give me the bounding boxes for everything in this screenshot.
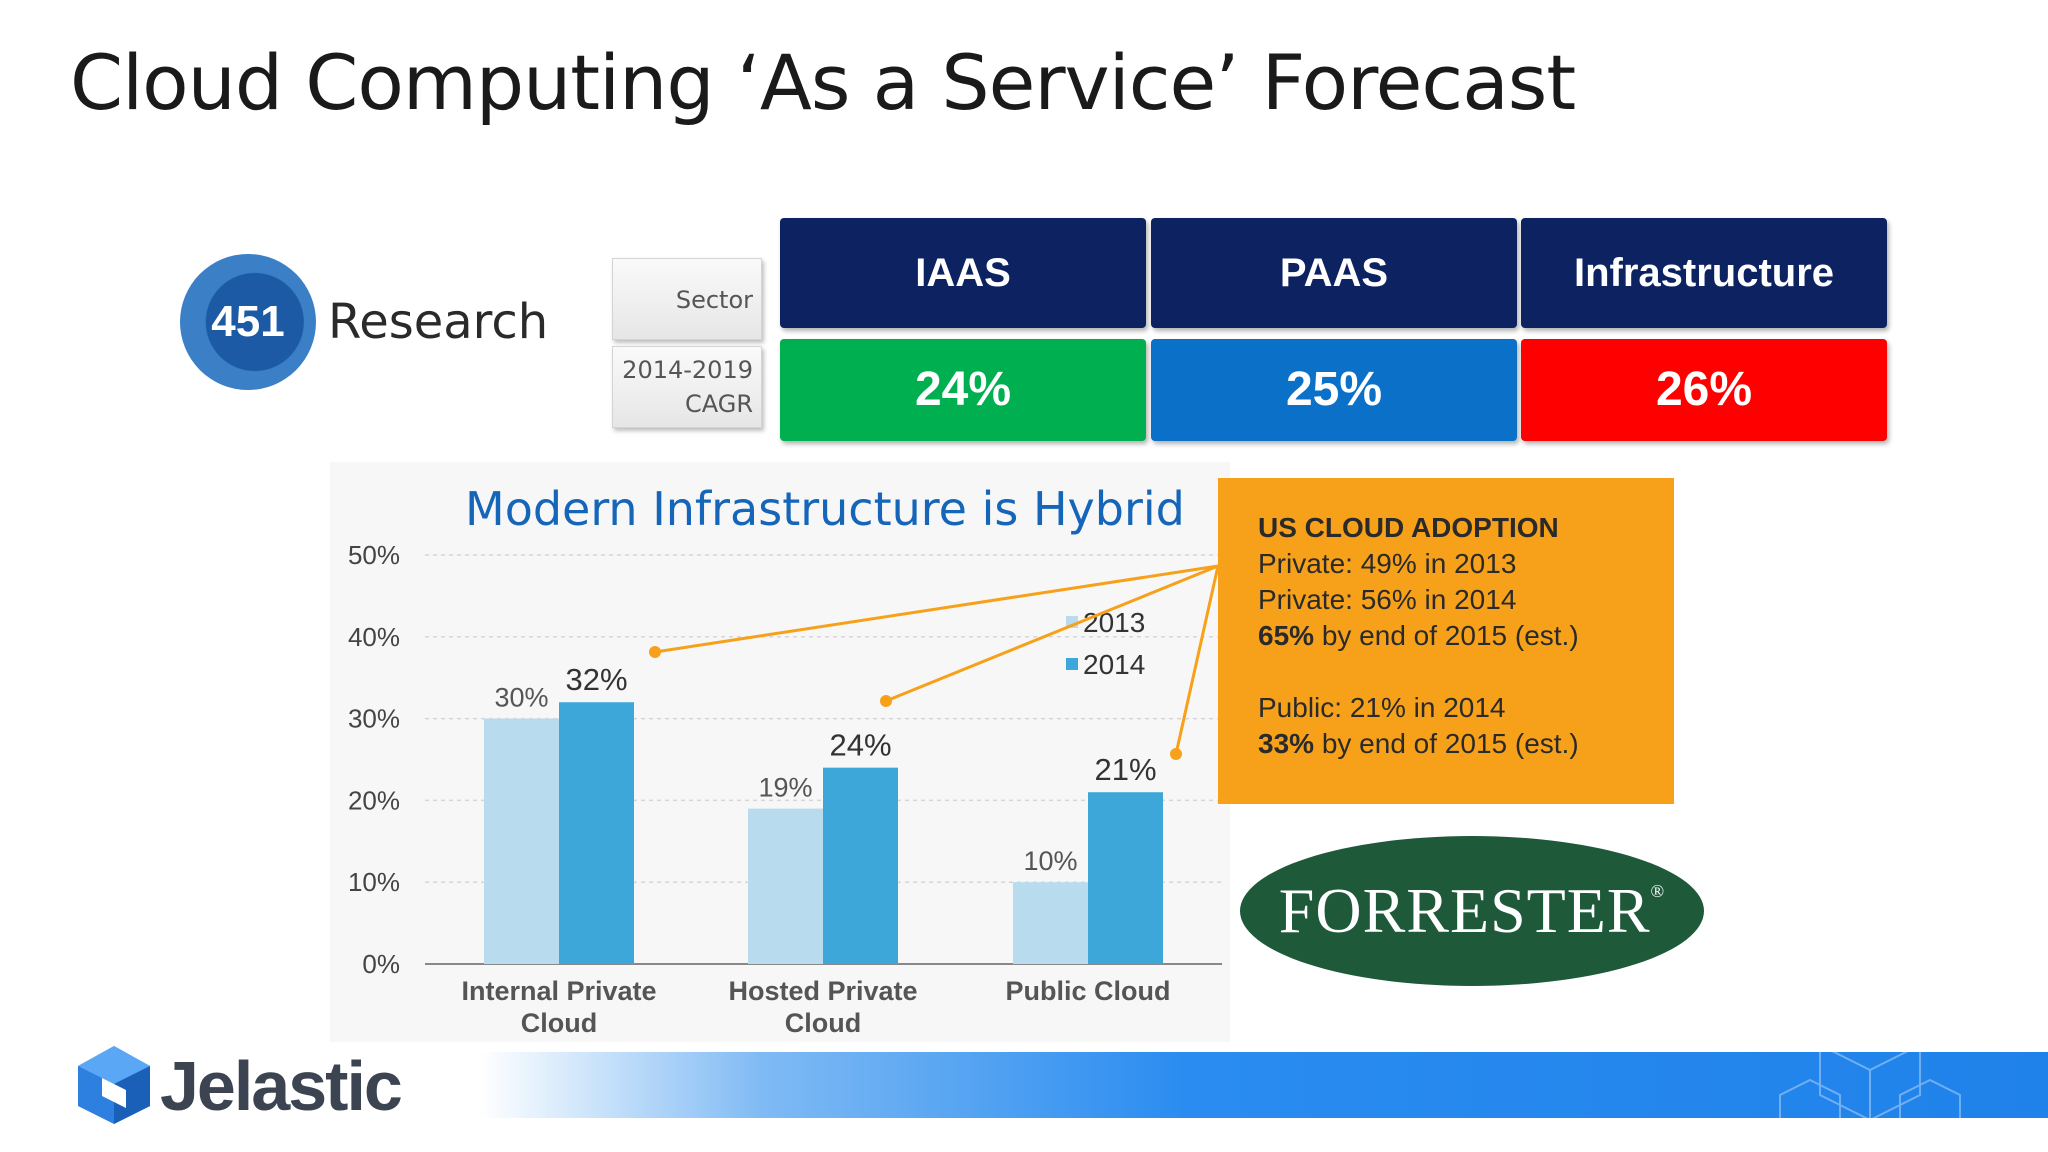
decorative-cubes-icon xyxy=(1779,1018,1961,1147)
sector-header-paas: PAAS xyxy=(1151,218,1517,328)
cagr-value-saas: 26% xyxy=(1521,339,1887,441)
forrester-registered-mark: ® xyxy=(1650,881,1666,901)
x-category-label: Hosted Private xyxy=(728,976,917,1006)
adoption-line-3: 65% by end of 2015 (est.) xyxy=(1258,618,1674,654)
bar-value-label: 19% xyxy=(758,773,812,803)
adoption-heading: US CLOUD ADOPTION xyxy=(1258,512,1559,543)
jelastic-cube-icon xyxy=(78,1046,150,1124)
callout-dot xyxy=(880,695,892,707)
adoption-line-5-bold: 33% xyxy=(1258,728,1315,759)
adoption-line-2: Private: 56% in 2014 xyxy=(1258,584,1517,615)
451-logo-text: Research xyxy=(328,294,549,350)
x-category-label: Internal Private xyxy=(461,976,656,1006)
callout-dot xyxy=(1170,748,1182,760)
cagr-row-label-cagr: CAGR xyxy=(684,390,753,418)
legend-label: 2014 xyxy=(1083,649,1145,680)
bar-2014 xyxy=(823,767,898,964)
callout-line xyxy=(885,564,1219,703)
chart-title: Modern Infrastructure is Hybrid xyxy=(465,482,1185,536)
x-category-label: Cloud xyxy=(521,1008,597,1038)
adoption-line-3-bold: 65% xyxy=(1258,620,1315,651)
callout-line xyxy=(1174,565,1220,755)
bar-value-label: 21% xyxy=(1094,752,1156,787)
bar-2013 xyxy=(748,808,823,964)
adoption-line-4: Public: 21% in 2014 xyxy=(1258,692,1506,723)
451-research-logo: 451 Research xyxy=(180,252,600,392)
adoption-line-5: 33% by end of 2015 (est.) xyxy=(1258,726,1674,762)
adoption-line-5-rest: by end of 2015 (est.) xyxy=(1314,728,1579,759)
y-tick-label: 30% xyxy=(348,704,400,734)
footer-blue-band xyxy=(480,1052,2048,1118)
jelastic-logo: Jelastic xyxy=(76,1040,416,1130)
bar-value-label: 32% xyxy=(565,662,627,697)
y-tick-label: 20% xyxy=(348,785,400,815)
y-tick-label: 10% xyxy=(348,867,400,897)
forrester-logo-text: FORRESTER xyxy=(1278,875,1651,946)
adoption-line-1: Private: 49% in 2013 xyxy=(1258,548,1517,579)
slide-title: Cloud Computing ‘As a Service’ Forecast xyxy=(70,38,1576,127)
bar-2013 xyxy=(1013,882,1088,964)
bar-2014 xyxy=(1088,792,1163,964)
legend-label: 2013 xyxy=(1083,607,1145,638)
bar-2014 xyxy=(559,702,634,964)
cagr-row-label: 2014-2019 CAGR xyxy=(612,346,762,428)
y-tick-label: 50% xyxy=(348,540,400,570)
bar-value-label: 10% xyxy=(1023,846,1077,876)
x-category-label: Public Cloud xyxy=(1006,976,1171,1006)
x-category-label: Cloud xyxy=(785,1008,861,1038)
forrester-logo: FORRESTER® xyxy=(1240,836,1704,986)
legend-swatch xyxy=(1066,658,1078,670)
y-tick-label: 0% xyxy=(362,949,400,979)
451-logo-circle: 451 xyxy=(180,254,316,390)
callout-line xyxy=(654,564,1219,654)
cagr-value-paas: 25% xyxy=(1151,339,1517,441)
bar-value-label: 24% xyxy=(829,728,891,763)
callout-dot xyxy=(649,646,661,658)
bar-2013 xyxy=(484,718,559,964)
jelastic-logo-text: Jelastic xyxy=(160,1047,403,1125)
cagr-value-iaas: 24% xyxy=(780,339,1146,441)
cagr-row-label-years: 2014-2019 xyxy=(622,356,753,384)
y-tick-label: 40% xyxy=(348,622,400,652)
bar-value-label: 30% xyxy=(494,683,548,713)
us-cloud-adoption-box: US CLOUD ADOPTION Private: 49% in 2013 P… xyxy=(1218,478,1674,804)
sector-row-label: Sector xyxy=(612,258,762,340)
adoption-line-3-rest: by end of 2015 (est.) xyxy=(1314,620,1579,651)
sector-header-iaas: IAAS xyxy=(780,218,1146,328)
